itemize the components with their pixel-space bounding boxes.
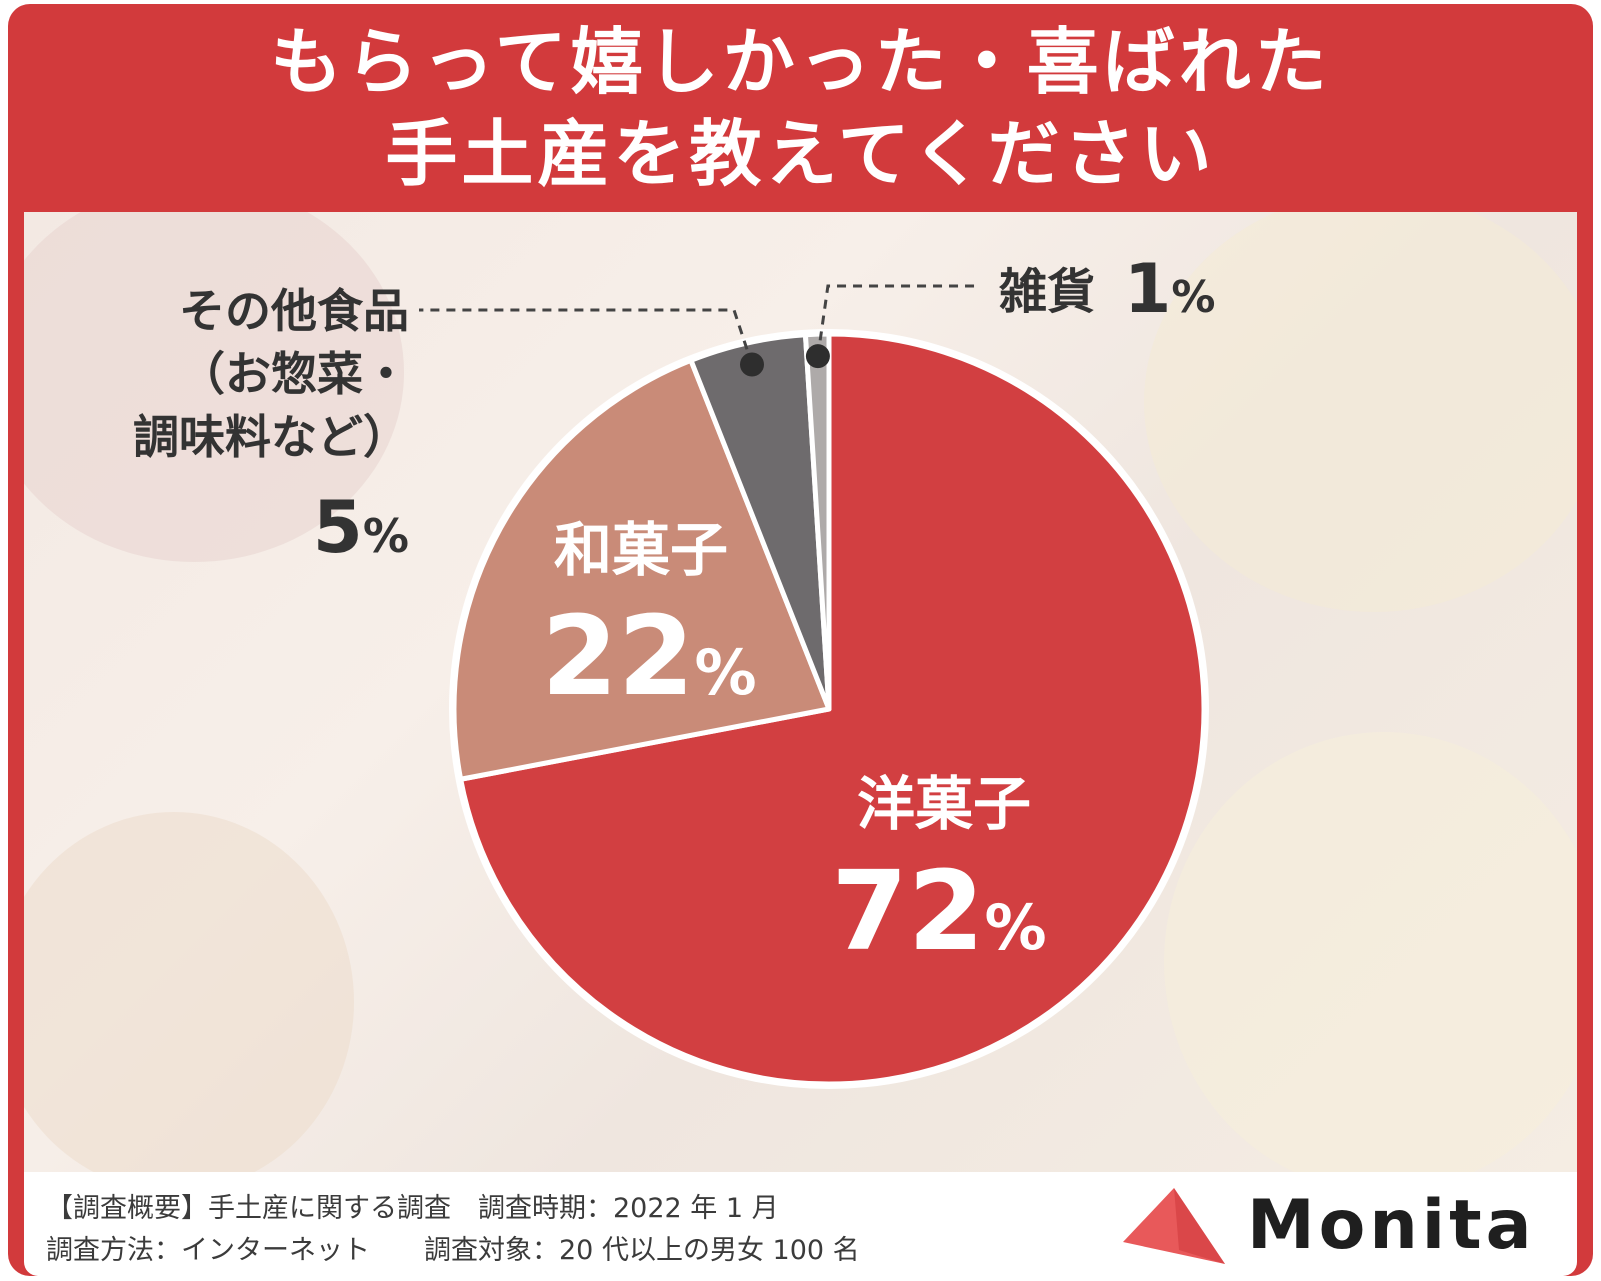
pie-slice-2: [451, 357, 832, 782]
slice-label-1: 洋菓子: [857, 770, 1031, 838]
slice-percent-2: 22%: [541, 592, 756, 720]
pie-chart: 洋菓子 72% 和菓子 22% その他食品 （お惣菜・調味料など） 5% 雑貨 1%: [133, 250, 1215, 1089]
survey-footer: 【調査概要】手土産に関する調査 調査時期：2022 年 1 月 調査方法：インタ…: [24, 1172, 1577, 1276]
leader-line-3: [419, 308, 754, 365]
background-photo-blur: [1144, 212, 1577, 612]
pie-slice-1: [458, 331, 1207, 1087]
leader-dot-4: [805, 344, 830, 369]
title-line-2: 手土産を教えてください: [385, 112, 1216, 196]
slice-percent-1: 72%: [831, 847, 1046, 975]
survey-note-line-2: 調査方法：インターネット 調査対象：20 代以上の男女 100 名: [46, 1235, 860, 1266]
slice-label-4: 雑貨: [998, 264, 1095, 320]
slice-label-3-line-2: （お惣菜・: [179, 347, 409, 401]
slice-percent-4: 1%: [1124, 250, 1215, 329]
background-photo-blur: [24, 812, 354, 1172]
pie-slice-4: [802, 331, 832, 712]
page-title: もらって嬉しかった・喜ばれた 手土産を教えてください: [8, 4, 1593, 212]
leader-dot-3: [739, 352, 764, 377]
leader-line-4: [816, 284, 979, 357]
background-photo-blur: [24, 212, 404, 562]
infographic-frame: もらって嬉しかった・喜ばれた 手土産を教えてください 洋菓子 72% 和菓子 22% そ…: [8, 4, 1593, 1276]
monita-logo: Monita: [1119, 1184, 1559, 1268]
logo-text: Monita: [1247, 1186, 1536, 1265]
slice-label-3-line-1: その他食品: [179, 284, 409, 338]
logo-triangle-icon: [1123, 1188, 1225, 1264]
slice-label-3-line-3: 調味料など）: [133, 410, 409, 464]
chart-area: 洋菓子 72% 和菓子 22% その他食品 （お惣菜・調味料など） 5% 雑貨 1%: [24, 212, 1577, 1172]
title-line-1: もらって嬉しかった・喜ばれた: [270, 20, 1331, 104]
slice-percent-3: 5%: [313, 485, 409, 569]
survey-note-line-1: 【調査概要】手土産に関する調査 調査時期：2022 年 1 月: [46, 1193, 779, 1224]
background-photo-blur: [1164, 732, 1577, 1172]
slice-label-2: 和菓子: [554, 516, 728, 584]
